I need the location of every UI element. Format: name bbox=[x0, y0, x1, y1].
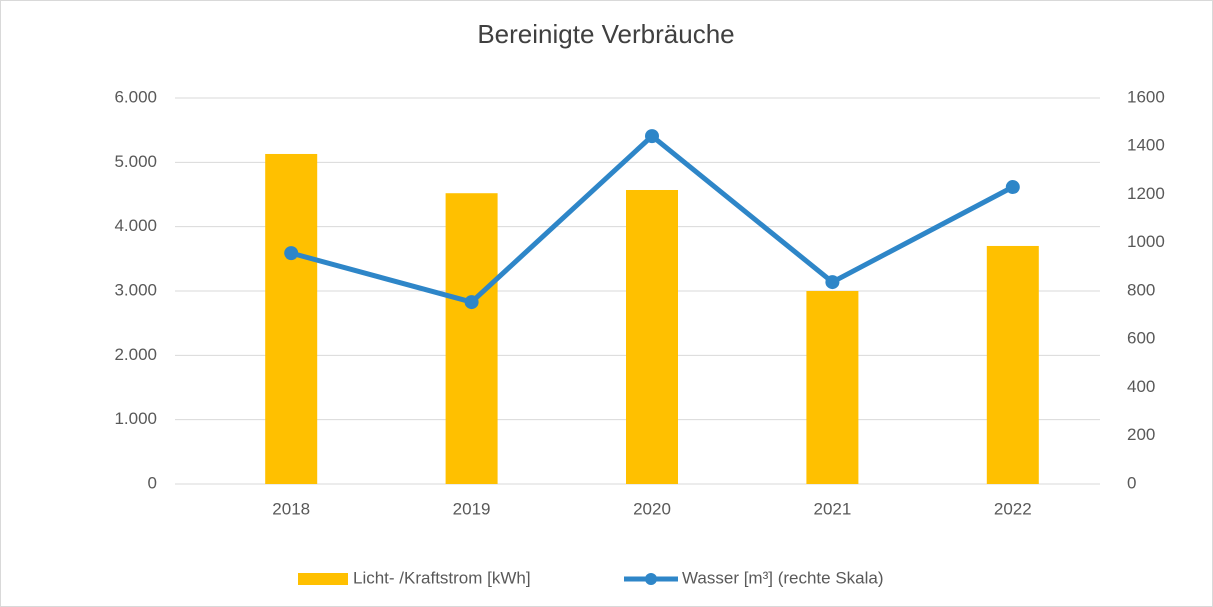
x-tick-label: 2022 bbox=[994, 499, 1032, 518]
y2-tick-label: 1000 bbox=[1127, 232, 1165, 251]
y2-tick-label: 600 bbox=[1127, 329, 1155, 348]
y-tick-label: 2.000 bbox=[114, 345, 157, 364]
y2-tick-label: 200 bbox=[1127, 425, 1155, 444]
line-marker bbox=[1005, 180, 1020, 195]
legend-label: Wasser [m³] (rechte Skala) bbox=[682, 568, 884, 587]
legend-swatch bbox=[298, 573, 348, 585]
chart-title: Bereinigte Verbräuche bbox=[477, 19, 734, 49]
bar bbox=[806, 291, 859, 484]
x-tick-label: 2019 bbox=[453, 499, 491, 518]
bar bbox=[265, 153, 318, 484]
line-marker bbox=[645, 129, 659, 144]
x-tick-label: 2021 bbox=[813, 499, 851, 518]
y-tick-label: 1.000 bbox=[114, 409, 157, 428]
y2-tick-label: 400 bbox=[1127, 377, 1155, 396]
y2-tick-label: 1200 bbox=[1127, 184, 1165, 203]
y2-tick-label: 1600 bbox=[1127, 87, 1165, 106]
y-tick-label: 5.000 bbox=[114, 152, 157, 171]
y-tick-label: 3.000 bbox=[114, 280, 157, 299]
line-marker bbox=[825, 275, 840, 290]
y-tick-label: 0 bbox=[148, 473, 157, 492]
legend-label: Licht- /Kraftstrom [kWh] bbox=[353, 568, 531, 587]
x-tick-label: 2020 bbox=[633, 499, 671, 518]
y-tick-label: 4.000 bbox=[114, 216, 157, 235]
x-tick-label: 2018 bbox=[272, 499, 310, 518]
y2-tick-label: 1400 bbox=[1127, 136, 1165, 155]
bar bbox=[626, 189, 678, 484]
y2-tick-label: 0 bbox=[1127, 473, 1136, 492]
bar bbox=[445, 193, 498, 485]
bar bbox=[986, 245, 1039, 484]
line-marker bbox=[464, 295, 479, 310]
line-marker bbox=[284, 246, 299, 261]
legend-swatch-marker bbox=[645, 573, 657, 585]
y-tick-label: 6.000 bbox=[114, 87, 157, 106]
y2-tick-label: 800 bbox=[1127, 280, 1155, 299]
